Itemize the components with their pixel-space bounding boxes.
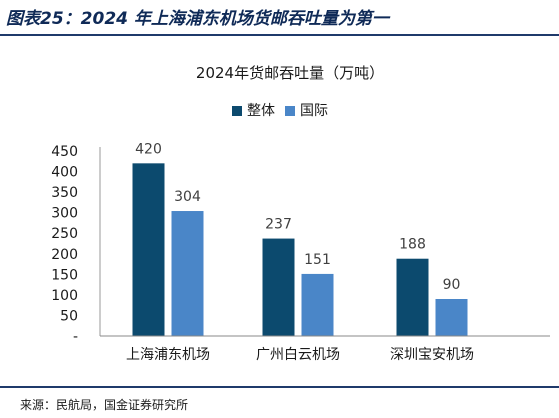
x-tick-label-0: 上海浦东机场	[126, 347, 210, 363]
y-axis: - 50 100 150 200 250 300 350 400 450	[51, 144, 101, 345]
source-note: 来源：民航局，国金证券研究所	[20, 398, 189, 412]
y-tick-label: 400	[51, 165, 78, 181]
bar-2-1	[435, 299, 468, 336]
x-tick-label-2: 深圳宝安机场	[390, 347, 474, 363]
data-label-0-0: 420	[135, 141, 162, 157]
bar-2-0	[396, 258, 429, 336]
y-tick-label: 300	[51, 206, 78, 222]
data-label-2-1: 90	[443, 277, 461, 293]
bars: 420 237 188 304 151 90	[132, 141, 468, 336]
data-label-0-1: 304	[174, 189, 201, 205]
legend-label-0: 整体	[247, 103, 275, 119]
legend-swatch-0	[232, 106, 242, 116]
data-label-2-0: 188	[399, 237, 426, 253]
bar-0-1	[171, 211, 204, 336]
x-axis: 上海浦东机场 广州白云机场 深圳宝安机场	[100, 335, 550, 363]
y-tick-label: 200	[51, 247, 78, 263]
x-tick-label-1: 广州白云机场	[256, 347, 340, 363]
figure-title: 图表25：2024 年上海浦东机场货邮吞吐量为第一	[6, 9, 389, 29]
bottom-rule	[0, 386, 559, 388]
y-tick-label: 350	[51, 185, 78, 201]
data-label-1-1: 151	[304, 252, 331, 268]
legend: 整体 国际	[232, 103, 328, 119]
chart-title: 2024年货邮吞吐量（万吨）	[196, 64, 384, 82]
legend-label-1: 国际	[300, 103, 328, 119]
bar-0-0	[132, 163, 165, 336]
y-tick-label: 450	[51, 144, 78, 160]
y-tick-label: 150	[51, 267, 78, 283]
top-rule	[0, 34, 559, 36]
y-tick-label: 250	[51, 226, 78, 242]
bar-chart: 2024年货邮吞吐量（万吨） 整体 国际 - 50 100 150 200 250 300 35…	[51, 64, 550, 363]
y-tick-label: 50	[60, 308, 78, 324]
data-label-1-0: 237	[265, 217, 292, 233]
legend-swatch-1	[285, 106, 295, 116]
y-tick-label: 100	[51, 288, 78, 304]
bar-1-1	[301, 273, 334, 336]
bar-1-0	[262, 238, 295, 336]
y-tick-label: -	[73, 329, 78, 345]
